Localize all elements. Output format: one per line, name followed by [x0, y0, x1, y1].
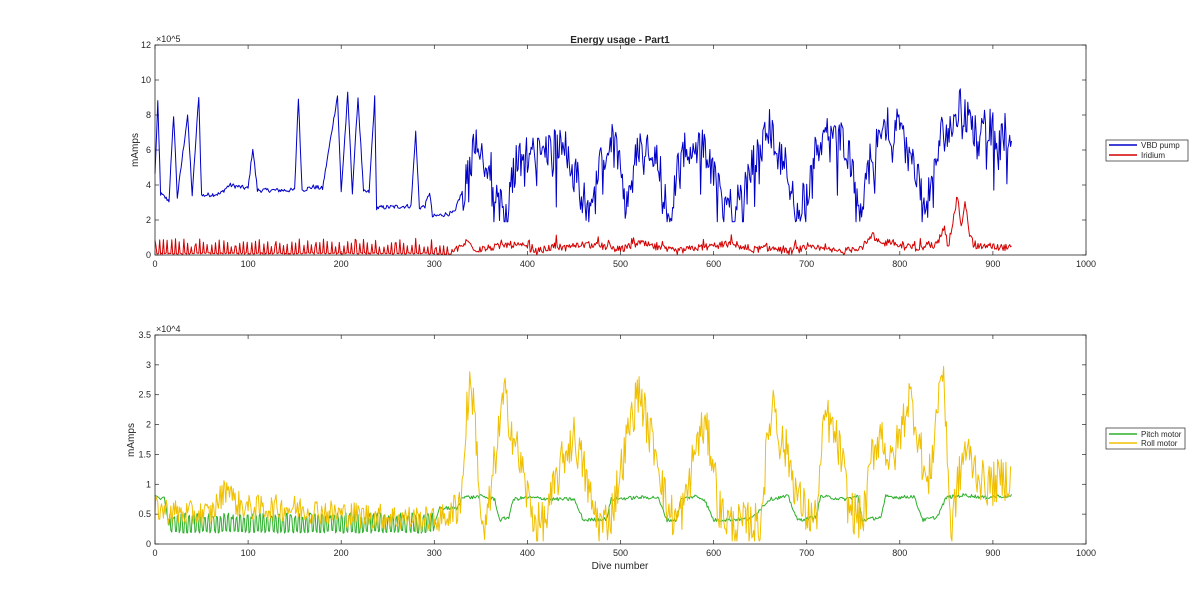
- legend-label-iridium: Iridium: [1141, 151, 1165, 160]
- bottom-y-axis-label: mAmps: [126, 423, 137, 457]
- x-tick-label: 700: [799, 548, 814, 558]
- y-tick-label: 10: [141, 75, 151, 85]
- legend-label-vbd-pump: VBD pump: [1141, 141, 1180, 150]
- x-tick-label: 1000: [1076, 259, 1096, 269]
- x-tick-label: 1000: [1076, 548, 1096, 558]
- y-tick-label: 1: [146, 479, 151, 489]
- x-tick-label: 300: [427, 259, 442, 269]
- y-tick-label: 8: [146, 110, 151, 120]
- top-plot-lines: [154, 88, 1012, 256]
- x-tick-label: 700: [799, 259, 814, 269]
- x-tick-label: 900: [985, 259, 1000, 269]
- y-tick-label: 3.5: [138, 330, 151, 340]
- x-tick-label: 400: [520, 548, 535, 558]
- x-tick-label: 300: [427, 548, 442, 558]
- y-tick-label: 2: [146, 420, 151, 430]
- top-axis-ticks: 0 100 200 300 400 500 600 700 800 900 1000 0 2 4 6 8 10 1…: [141, 40, 1096, 269]
- y-tick-label: 0: [146, 250, 151, 260]
- x-tick-label: 100: [241, 259, 256, 269]
- x-tick-label: 200: [334, 259, 349, 269]
- x-tick-label: 800: [892, 259, 907, 269]
- x-tick-label: 600: [706, 259, 721, 269]
- bottom-x-axis-label: Dive number: [592, 561, 649, 572]
- x-tick-label: 200: [334, 548, 349, 558]
- x-tick-label: 0: [152, 548, 157, 558]
- bottom-y-exponent: ×10^4: [156, 324, 181, 334]
- top-axes: Energy usage - Part1 ×10^5 mAmps 0 100 200…: [130, 34, 1096, 269]
- x-tick-label: 500: [613, 259, 628, 269]
- x-tick-label: 400: [520, 259, 535, 269]
- bottom-axis-ticks: 0 100 200 300 400 500 600 700 800 900 1000 0 0.5 1 1.5…: [138, 330, 1096, 558]
- top-chart-title: Energy usage - Part1: [570, 35, 670, 46]
- y-tick-label: 2: [146, 215, 151, 225]
- bottom-axes-box: [154, 334, 1087, 545]
- top-y-exponent: ×10^5: [156, 34, 181, 44]
- y-tick-label: 0: [146, 539, 151, 549]
- x-tick-label: 800: [892, 548, 907, 558]
- top-legend: VBD pump Iridium: [1105, 139, 1189, 162]
- bottom-legend: Pitch motor Roll motor: [1105, 427, 1186, 450]
- y-tick-label: 6: [146, 145, 151, 155]
- legend-label-roll-motor: Roll motor: [1141, 439, 1178, 448]
- series-line-iridium: [154, 196, 1012, 256]
- x-tick-label: 900: [985, 548, 1000, 558]
- x-tick-label: 0: [152, 259, 157, 269]
- bottom-axes: ×10^4 mAmps Dive number 0 100 200 300 400 500…: [126, 324, 1096, 572]
- bottom-plot-lines: [154, 365, 1012, 542]
- y-tick-label: 4: [146, 180, 151, 190]
- series-line-pitch-motor: [154, 493, 1012, 534]
- x-tick-label: 600: [706, 548, 721, 558]
- y-tick-label: 0.5: [138, 509, 151, 519]
- series-line-roll-motor: [154, 365, 1012, 542]
- y-tick-label: 2.5: [138, 390, 151, 400]
- legend-label-pitch-motor: Pitch motor: [1141, 430, 1182, 439]
- top-axes-box: [154, 44, 1087, 256]
- y-tick-label: 3: [146, 360, 151, 370]
- x-tick-label: 100: [241, 548, 256, 558]
- x-tick-label: 500: [613, 548, 628, 558]
- top-y-axis-label: mAmps: [130, 133, 141, 167]
- y-tick-label: 12: [141, 40, 151, 50]
- y-tick-label: 1.5: [138, 449, 151, 459]
- series-line-vbd-pump: [154, 88, 1012, 223]
